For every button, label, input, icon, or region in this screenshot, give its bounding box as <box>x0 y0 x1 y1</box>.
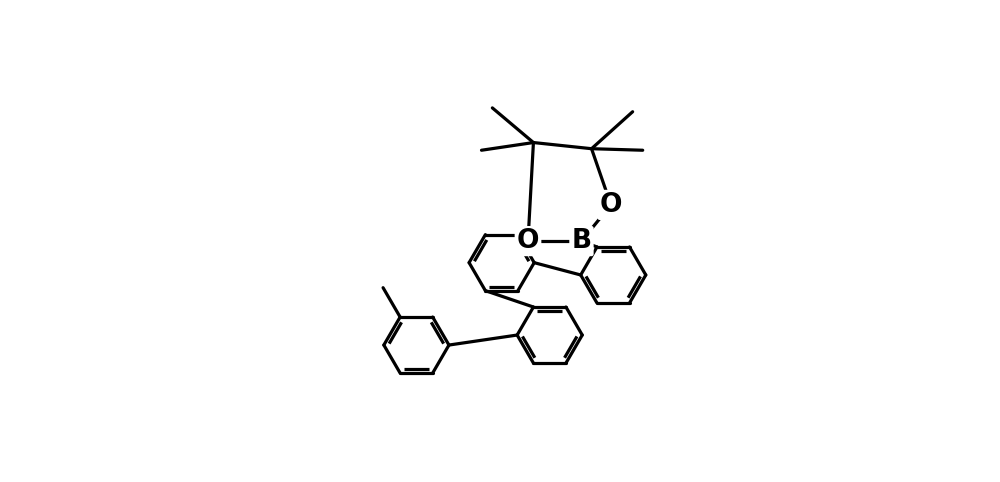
Text: O: O <box>600 192 622 218</box>
Text: O: O <box>517 228 539 254</box>
Text: B: B <box>571 228 592 254</box>
